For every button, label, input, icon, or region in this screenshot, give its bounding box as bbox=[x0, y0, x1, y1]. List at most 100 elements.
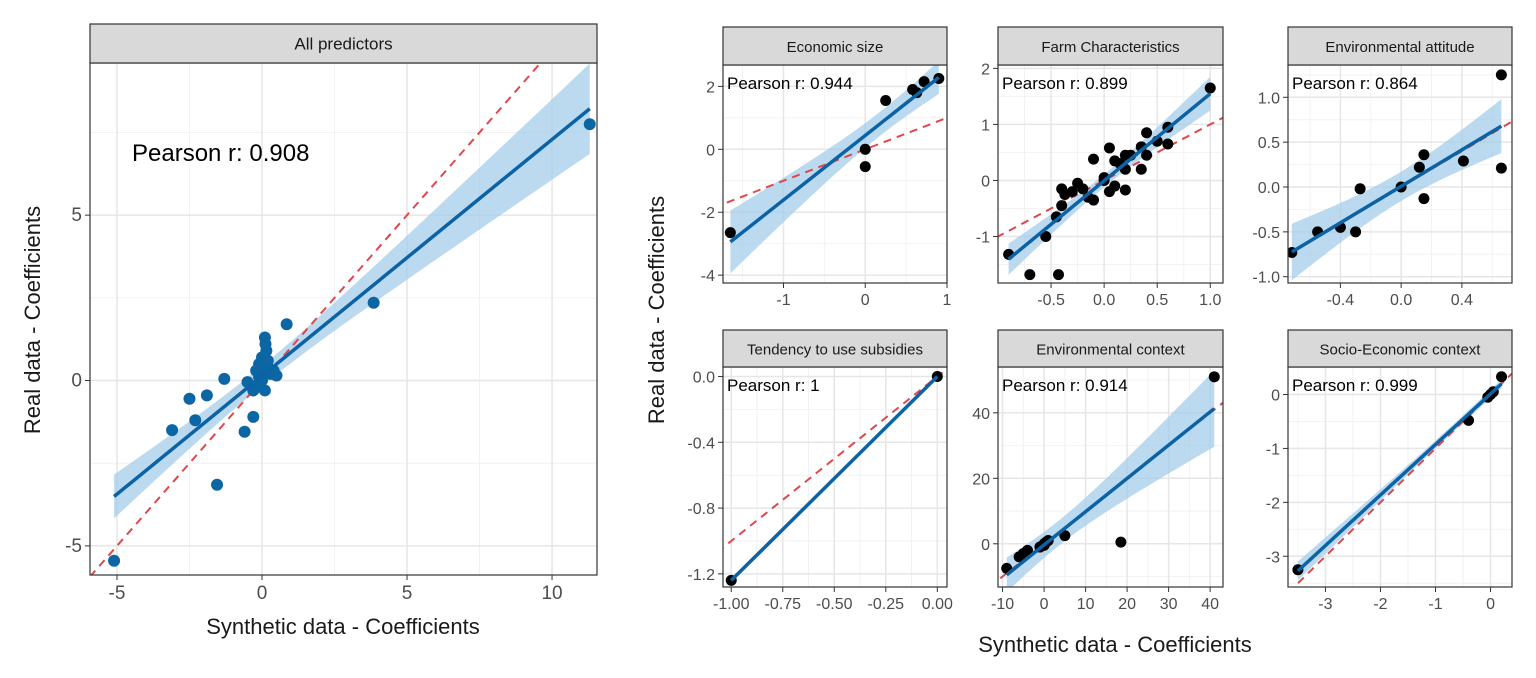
data-point bbox=[1103, 142, 1115, 154]
x-tick-label: -0.5 bbox=[1037, 292, 1065, 309]
facet-title: Environmental context bbox=[1036, 342, 1185, 359]
facet-strip bbox=[1287, 329, 1513, 368]
pearson-annotation: Pearson r: 0.999 bbox=[1292, 376, 1418, 395]
y-tick-label: -4 bbox=[701, 268, 715, 285]
y-tick-label: 2 bbox=[706, 79, 715, 96]
pearson-annotation: Pearson r: 0.899 bbox=[1002, 74, 1128, 93]
facets-x-axis-title: Synthetic data - Coefficients bbox=[978, 632, 1252, 657]
facet-title: Tendency to use subsidies bbox=[747, 342, 923, 359]
pearson-annotation: Pearson r: 0.864 bbox=[1292, 74, 1418, 93]
data-point bbox=[1457, 155, 1469, 167]
data-point bbox=[280, 318, 293, 331]
data-point bbox=[189, 414, 202, 427]
x-tick-label: 20 bbox=[1118, 596, 1136, 613]
x-tick-label: 0.00 bbox=[922, 596, 953, 613]
x-tick-label: 30 bbox=[1160, 596, 1178, 613]
x-tick-label: -0.50 bbox=[816, 596, 853, 613]
y-tick-label: 1.0 bbox=[1258, 90, 1280, 107]
x-tick-label: -1.00 bbox=[713, 596, 750, 613]
data-point bbox=[1418, 149, 1430, 161]
data-point bbox=[918, 76, 930, 88]
plot-layer bbox=[1288, 69, 1512, 281]
x-tick-label: -0.4 bbox=[1327, 292, 1355, 309]
data-point bbox=[1496, 371, 1508, 383]
y-tick-label: -2 bbox=[1266, 495, 1280, 512]
facet-panel: -1.00 -0.75 -0.50 -0.25 0.00 -1.2 -0.8 -0.4 0.0 T… bbox=[687, 329, 953, 613]
data-point bbox=[1066, 186, 1078, 198]
data-point bbox=[238, 425, 251, 438]
facet-title: Economic size bbox=[787, 39, 884, 56]
y-tick-label: -2 bbox=[701, 205, 715, 222]
confidence-band bbox=[114, 63, 590, 519]
data-point bbox=[211, 478, 224, 491]
regression-line bbox=[1290, 124, 1503, 254]
data-point bbox=[367, 296, 380, 309]
regression-line bbox=[729, 76, 940, 244]
facet-title: Farm Characteristics bbox=[1041, 39, 1179, 56]
facet-title: All predictors bbox=[294, 35, 392, 54]
facet-panel: -0.5 0.0 0.5 1.0 -1 0 1 2 Farm Characteristics Pe… bbox=[976, 26, 1224, 309]
data-point bbox=[1059, 530, 1071, 542]
facet-strip bbox=[722, 26, 948, 66]
y-tick-label: 20 bbox=[972, 471, 990, 488]
data-point bbox=[859, 143, 871, 155]
data-point bbox=[1021, 544, 1033, 556]
y-tick-label: 5 bbox=[71, 205, 82, 226]
x-tick-label: 10 bbox=[1077, 596, 1095, 613]
facet-panel: -5 0 5 10 -5 0 5 All predictors Pearson r: 0.908 bbox=[65, 23, 598, 604]
pearson-annotation: Pearson r: 1 bbox=[727, 376, 820, 395]
data-point bbox=[1350, 226, 1362, 238]
pearson-annotation: Pearson r: 0.944 bbox=[727, 74, 853, 93]
x-tick-label: -2 bbox=[1373, 596, 1387, 613]
y-tick-label: 0.0 bbox=[693, 370, 715, 387]
data-point bbox=[724, 227, 736, 239]
facet-strip bbox=[997, 329, 1224, 368]
facet-title: Environmental attitude bbox=[1325, 39, 1474, 56]
data-point bbox=[583, 118, 596, 131]
x-tick-label: 0 bbox=[257, 583, 268, 604]
data-point bbox=[250, 364, 263, 377]
x-tick-label: 0.4 bbox=[1451, 292, 1473, 309]
y-tick-label: -0.8 bbox=[687, 501, 715, 518]
x-tick-label: -10 bbox=[991, 596, 1014, 613]
main-y-axis-title: Real data - Coefficients bbox=[20, 206, 45, 434]
facet-panel: -3 -2 -1 0 -3 -2 -1 0 Socio-Economic context Pear… bbox=[1266, 329, 1513, 613]
data-point bbox=[1088, 153, 1100, 165]
data-point bbox=[1040, 230, 1052, 242]
data-point bbox=[261, 354, 274, 367]
data-point bbox=[247, 410, 260, 423]
x-tick-label: 0 bbox=[1486, 596, 1495, 613]
facet-title: Socio-Economic context bbox=[1320, 342, 1482, 359]
data-point bbox=[166, 424, 179, 437]
data-point bbox=[1077, 183, 1089, 195]
pearson-annotation: Pearson r: 0.914 bbox=[1002, 376, 1128, 395]
x-tick-label: -3 bbox=[1318, 596, 1332, 613]
x-tick-label: -0.75 bbox=[765, 596, 802, 613]
y-tick-label: 1 bbox=[981, 117, 990, 134]
y-tick-label: -3 bbox=[1266, 549, 1280, 566]
data-point bbox=[1109, 155, 1121, 167]
facet-panel: -1 0 1 -4 -2 0 2 Economic size Pearson r: 0.944 bbox=[701, 26, 952, 309]
data-point bbox=[1024, 269, 1036, 281]
plot-layer bbox=[90, 63, 596, 575]
data-point bbox=[1109, 180, 1121, 192]
y-tick-label: 0.5 bbox=[1258, 135, 1280, 152]
y-tick-label: -1 bbox=[1266, 441, 1280, 458]
facet-strip bbox=[1287, 26, 1513, 66]
plot-layer bbox=[1292, 371, 1512, 587]
data-point bbox=[1162, 138, 1174, 150]
data-point bbox=[1141, 127, 1153, 139]
x-tick-label: -0.25 bbox=[868, 596, 905, 613]
x-tick-label: 1.0 bbox=[1199, 292, 1221, 309]
data-point bbox=[1204, 82, 1216, 94]
data-point bbox=[1495, 162, 1507, 174]
y-tick-label: -1.0 bbox=[1252, 270, 1280, 287]
y-tick-label: 0 bbox=[706, 142, 715, 159]
x-tick-label: 0.0 bbox=[1390, 292, 1412, 309]
data-point bbox=[200, 389, 213, 402]
x-tick-label: 0 bbox=[1040, 596, 1049, 613]
facet-strip bbox=[722, 329, 948, 368]
plot-layer bbox=[998, 370, 1223, 587]
identity-line bbox=[90, 63, 542, 575]
main-x-axis-title: Synthetic data - Coefficients bbox=[206, 614, 480, 639]
